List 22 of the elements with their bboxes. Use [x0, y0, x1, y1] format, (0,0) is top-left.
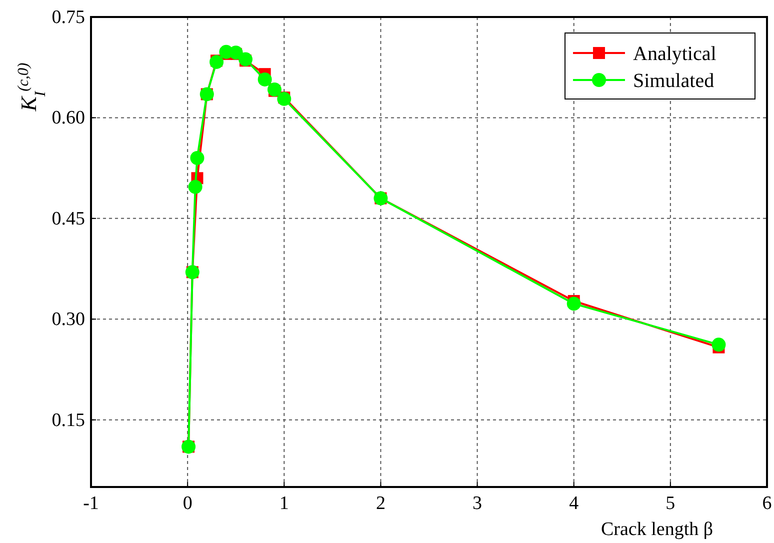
x-tick-label: 3: [472, 493, 482, 514]
point: [238, 52, 253, 66]
y-tick-label: 0.15: [52, 410, 85, 431]
y-tick-label: 0.45: [52, 208, 85, 230]
point: [258, 72, 272, 86]
point: [712, 338, 726, 352]
point: [188, 180, 202, 194]
x-tick-label: 2: [376, 493, 386, 514]
legend-label: Analytical: [633, 43, 717, 65]
y-tick-label: 0.30: [52, 309, 85, 330]
x-tick-label: -1: [83, 493, 99, 514]
x-tick-label: 6: [762, 493, 772, 514]
x-axis-title: Crack length β: [600, 519, 714, 540]
x-tick-label: 1: [279, 493, 289, 514]
point: [190, 151, 204, 165]
x-tick-label: 4: [569, 493, 580, 514]
x-tick-label: 0: [182, 493, 192, 514]
y-tick-label: 0.60: [52, 108, 85, 129]
x-tick-label: 5: [666, 493, 676, 514]
y-tick-label: 0.75: [52, 7, 85, 28]
point: [566, 296, 581, 311]
legend-label: Simulated: [633, 70, 714, 92]
